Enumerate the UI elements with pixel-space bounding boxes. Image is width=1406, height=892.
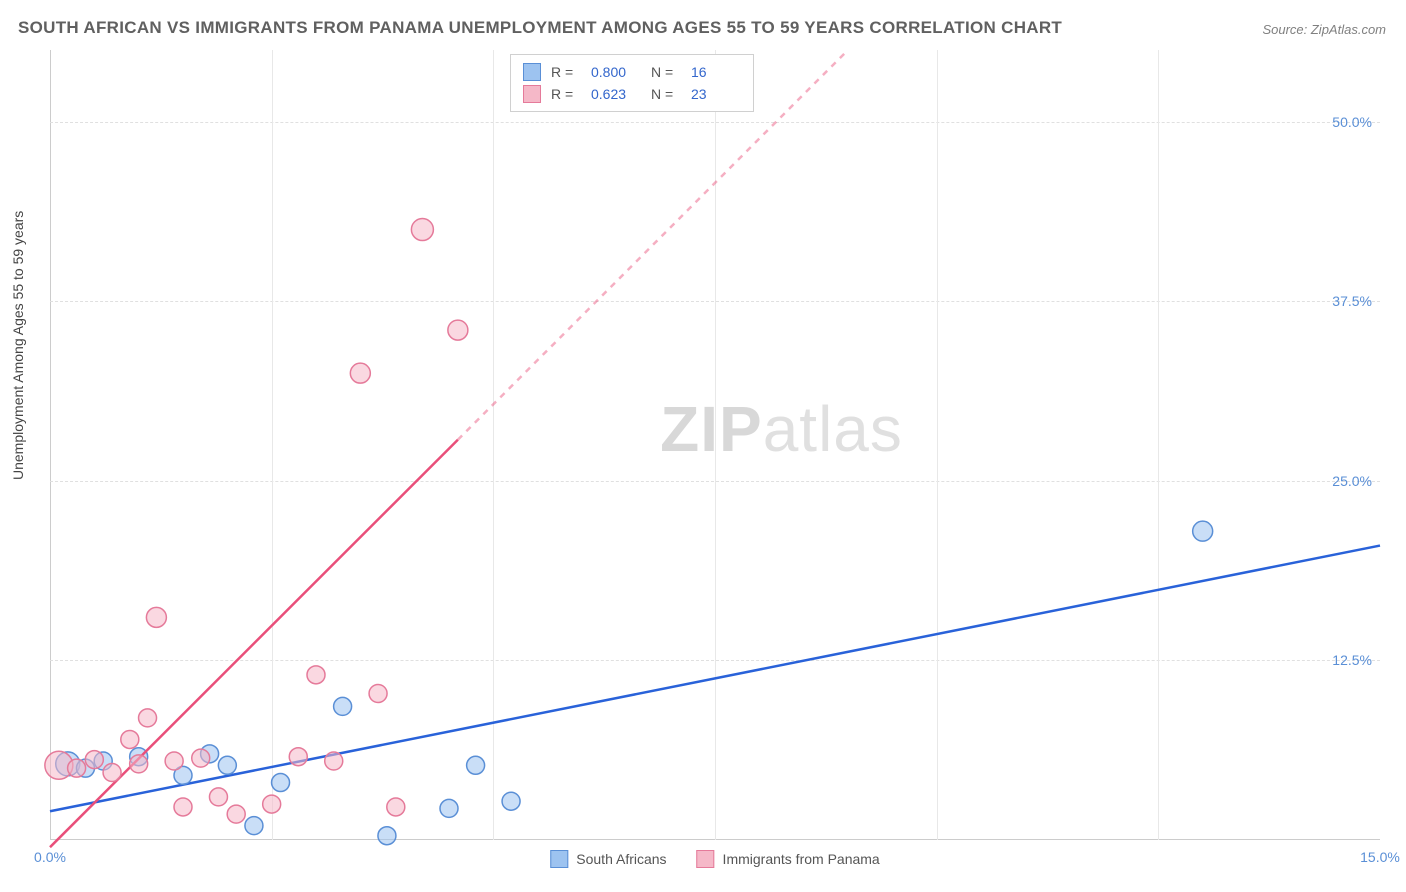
data-point <box>139 709 157 727</box>
legend-n-label-1: N = <box>651 86 681 102</box>
legend-r-label-0: R = <box>551 64 581 80</box>
legend-correlation: R = 0.800 N = 16 R = 0.623 N = 23 <box>510 54 754 112</box>
regression-line-solid <box>50 546 1380 812</box>
source-attribution: Source: ZipAtlas.com <box>1262 22 1386 37</box>
legend-item-label-0: South Africans <box>576 851 666 867</box>
data-point <box>334 697 352 715</box>
data-point <box>68 759 86 777</box>
data-point <box>1193 521 1213 541</box>
data-point <box>263 795 281 813</box>
y-axis-label: Unemployment Among Ages 55 to 59 years <box>10 211 26 480</box>
data-point <box>378 827 396 845</box>
chart-title: SOUTH AFRICAN VS IMMIGRANTS FROM PANAMA … <box>18 18 1062 38</box>
legend-r-label-1: R = <box>551 86 581 102</box>
legend-n-value-0: 16 <box>691 64 741 80</box>
data-point <box>174 798 192 816</box>
legend-item-label-1: Immigrants from Panama <box>723 851 880 867</box>
data-point <box>289 748 307 766</box>
data-point <box>227 805 245 823</box>
regression-line-solid <box>50 440 458 847</box>
plot-area: ZIPatlas R = 0.800 N = 16 R = 0.623 N = … <box>50 50 1380 840</box>
data-point <box>130 755 148 773</box>
data-point <box>307 666 325 684</box>
y-tick-label: 50.0% <box>1332 114 1372 130</box>
legend-row-0: R = 0.800 N = 16 <box>523 61 741 83</box>
x-tick-label: 15.0% <box>1360 849 1400 865</box>
data-point <box>448 320 468 340</box>
data-point <box>440 799 458 817</box>
data-point <box>467 756 485 774</box>
data-point <box>165 752 183 770</box>
legend-swatch-0 <box>523 63 541 81</box>
data-point <box>272 774 290 792</box>
data-point <box>209 788 227 806</box>
data-point <box>103 763 121 781</box>
legend-r-value-0: 0.800 <box>591 64 641 80</box>
legend-item-0: South Africans <box>550 850 666 868</box>
x-tick-label: 0.0% <box>34 849 66 865</box>
data-point <box>325 752 343 770</box>
data-point <box>502 792 520 810</box>
data-point <box>411 219 433 241</box>
y-tick-label: 37.5% <box>1332 293 1372 309</box>
data-point <box>192 749 210 767</box>
data-point <box>121 730 139 748</box>
legend-swatch-1 <box>523 85 541 103</box>
data-point <box>218 756 236 774</box>
y-tick-label: 25.0% <box>1332 473 1372 489</box>
data-point <box>387 798 405 816</box>
legend-series: South Africans Immigrants from Panama <box>550 850 879 868</box>
data-point <box>245 817 263 835</box>
data-point <box>350 363 370 383</box>
data-point <box>85 751 103 769</box>
legend-row-1: R = 0.623 N = 23 <box>523 83 741 105</box>
legend-n-label-0: N = <box>651 64 681 80</box>
legend-item-swatch-1 <box>697 850 715 868</box>
legend-item-1: Immigrants from Panama <box>697 850 880 868</box>
data-point <box>369 684 387 702</box>
legend-item-swatch-0 <box>550 850 568 868</box>
data-point <box>146 607 166 627</box>
legend-r-value-1: 0.623 <box>591 86 641 102</box>
y-tick-label: 12.5% <box>1332 652 1372 668</box>
legend-n-value-1: 23 <box>691 86 741 102</box>
scatter-svg <box>50 50 1380 840</box>
